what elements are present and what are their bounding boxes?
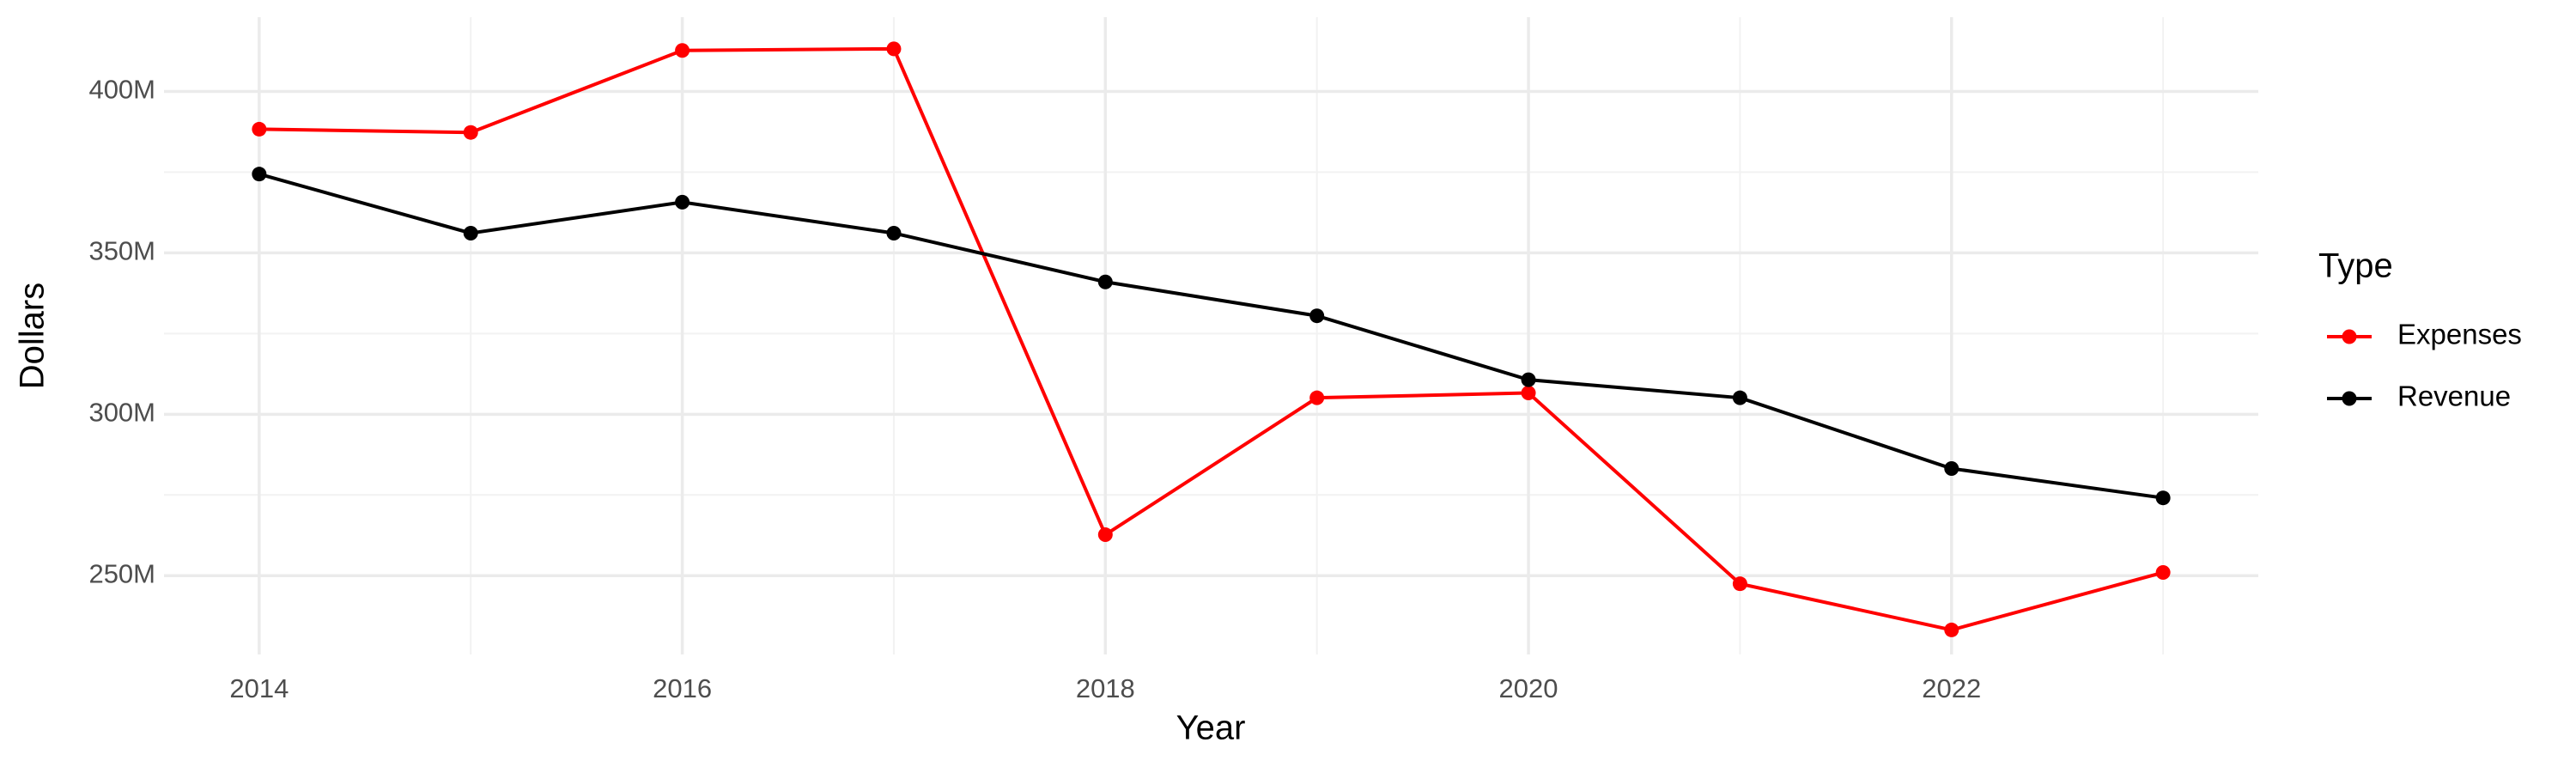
y-tick-label: 350M xyxy=(88,236,155,266)
x-tick-label: 2022 xyxy=(1922,673,1981,703)
data-point xyxy=(2155,490,2171,506)
x-tick-label: 2014 xyxy=(229,673,289,703)
data-point xyxy=(675,43,690,58)
series-line xyxy=(258,46,2164,632)
y-tick-label: 400M xyxy=(88,75,155,105)
x-tick-label: 2018 xyxy=(1076,673,1135,703)
legend-label: Expenses xyxy=(2397,319,2522,350)
data-point xyxy=(463,225,478,240)
data-point xyxy=(886,225,902,240)
data-point xyxy=(1097,527,1113,543)
data-point xyxy=(1097,274,1113,289)
data-point xyxy=(675,194,690,210)
data-point xyxy=(463,125,478,140)
y-tick-label: 250M xyxy=(88,558,155,588)
legend-title: Type xyxy=(2318,247,2393,285)
data-point xyxy=(1309,308,1325,324)
data-point xyxy=(1521,386,1536,401)
x-tick-label: 2020 xyxy=(1499,673,1558,703)
data-point xyxy=(1309,390,1325,405)
data-point xyxy=(1944,460,1959,476)
legend-key-point xyxy=(2342,391,2357,406)
data-point xyxy=(1732,390,1747,405)
data-point xyxy=(252,167,267,182)
data-point xyxy=(2155,565,2171,581)
data-point xyxy=(1732,576,1747,592)
data-point xyxy=(1944,622,1959,637)
data-point xyxy=(252,121,267,137)
legend-key-point xyxy=(2342,329,2357,344)
data-point xyxy=(886,41,902,57)
y-axis-title: Dollars xyxy=(14,283,52,389)
x-tick-label: 2016 xyxy=(653,673,712,703)
x-axis-title: Year xyxy=(1176,709,1246,747)
series-line xyxy=(258,172,2164,500)
legend-label: Revenue xyxy=(2397,380,2511,412)
y-tick-label: 300M xyxy=(88,398,155,428)
data-point xyxy=(1521,372,1536,387)
